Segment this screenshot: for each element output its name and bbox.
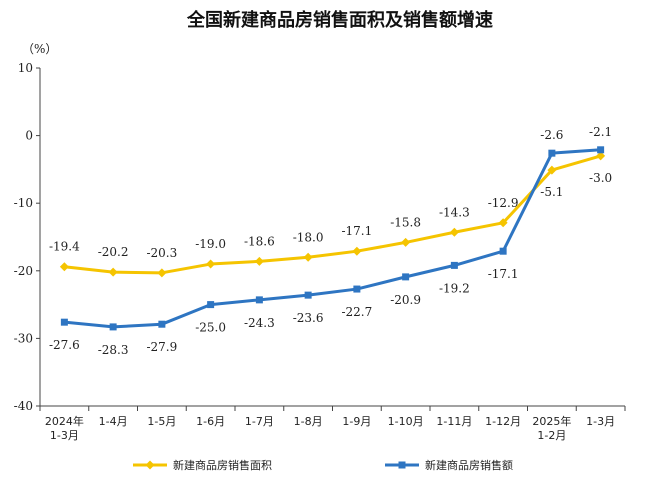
- data-point-square: [597, 146, 605, 154]
- data-label: -2.6: [540, 128, 563, 142]
- data-point-square: [499, 247, 507, 255]
- data-label: -12.9: [488, 196, 519, 210]
- series-lines: [59, 146, 606, 331]
- legend: 新建商品房销售面积 新建商品房销售额: [133, 458, 513, 472]
- data-point-diamond: [59, 262, 69, 272]
- data-point-diamond: [498, 218, 508, 228]
- data-label: -5.1: [540, 185, 563, 199]
- x-tick-label: 1-10月: [388, 415, 424, 428]
- data-label: -20.2: [98, 245, 129, 259]
- data-point-square: [450, 261, 458, 269]
- x-tick-label: 1-4月: [99, 415, 128, 428]
- data-label: -22.7: [341, 305, 372, 319]
- data-label: -27.9: [146, 340, 177, 354]
- data-label: -25.0: [195, 321, 226, 335]
- x-tick-label: 1-12月: [485, 415, 521, 428]
- x-tick-label: 1-3月: [586, 415, 615, 428]
- data-point-square: [304, 291, 312, 299]
- data-label: -24.3: [244, 316, 275, 330]
- data-point-diamond: [157, 268, 167, 278]
- data-labels: -19.4 -20.2 -20.3 -19.0 -18.6 -18.0 -17.1 -15.8…: [49, 125, 612, 357]
- data-point-square: [109, 323, 117, 331]
- legend-marker-diamond: [145, 460, 155, 470]
- data-label: -17.1: [488, 267, 519, 281]
- legend-label: 新建商品房销售额: [425, 458, 513, 472]
- x-tick-label: 2025年 1-2月: [532, 414, 571, 442]
- series-line-sales-value: [64, 148, 601, 329]
- legend-marker-square: [398, 461, 406, 469]
- x-tick-label: 1-9月: [342, 415, 371, 428]
- data-point-diamond: [254, 256, 264, 266]
- data-point-square: [548, 149, 556, 157]
- y-tick-label: 10: [18, 61, 33, 75]
- data-label: -28.3: [98, 343, 129, 357]
- x-tick-label: 1-8月: [294, 415, 323, 428]
- y-axis-unit: （%）: [22, 42, 57, 56]
- data-point-diamond: [449, 227, 459, 237]
- data-point-square: [402, 273, 410, 281]
- y-tick-label: -40: [14, 399, 33, 413]
- data-point-diamond: [303, 252, 313, 262]
- data-point-square: [60, 318, 68, 326]
- data-label: -3.0: [589, 171, 612, 185]
- axes: 10 0 -10 -20 -30 -40 2024年 1-3月 1-4月 1-5月 1-6月 1-7月…: [14, 61, 626, 442]
- data-point-square: [353, 285, 361, 293]
- data-point-diamond: [108, 267, 118, 277]
- data-label: -17.1: [341, 224, 372, 238]
- data-point-diamond: [596, 151, 606, 161]
- data-label: -19.4: [49, 240, 80, 254]
- data-label: -19.2: [439, 281, 470, 295]
- chart-title: 全国新建商品房销售面积及销售额增速: [186, 9, 493, 31]
- x-tick-label: 2024年 1-3月: [45, 414, 84, 442]
- y-tick-label: -20: [14, 264, 33, 278]
- series-line-sales-area: [64, 154, 602, 275]
- data-label: -18.6: [244, 234, 275, 248]
- x-tick-label: 1-5月: [147, 415, 176, 428]
- data-label: -27.6: [49, 338, 80, 352]
- data-point-diamond: [547, 165, 557, 175]
- y-tick-label: -10: [14, 196, 33, 210]
- x-tick-label: 1-7月: [245, 415, 274, 428]
- data-label: -15.8: [390, 215, 421, 229]
- data-point-diamond: [352, 246, 362, 256]
- legend-label: 新建商品房销售面积: [173, 458, 272, 472]
- x-tick-label: 1-11月: [436, 415, 472, 428]
- data-label: -20.9: [390, 293, 421, 307]
- data-label: -14.3: [439, 205, 470, 219]
- data-label: -2.1: [589, 125, 612, 139]
- data-point-diamond: [206, 259, 216, 269]
- data-label: -23.6: [293, 311, 324, 325]
- x-tick-label: 1-6月: [196, 415, 225, 428]
- data-point-square: [158, 320, 166, 328]
- data-point-square: [255, 296, 263, 304]
- data-label: -19.0: [195, 237, 226, 251]
- data-point-square: [207, 301, 215, 309]
- data-label: -20.3: [146, 246, 177, 260]
- data-label: -18.0: [293, 230, 324, 244]
- y-tick-label: -30: [14, 331, 33, 345]
- data-point-diamond: [401, 237, 411, 247]
- y-tick-label: 0: [25, 129, 33, 143]
